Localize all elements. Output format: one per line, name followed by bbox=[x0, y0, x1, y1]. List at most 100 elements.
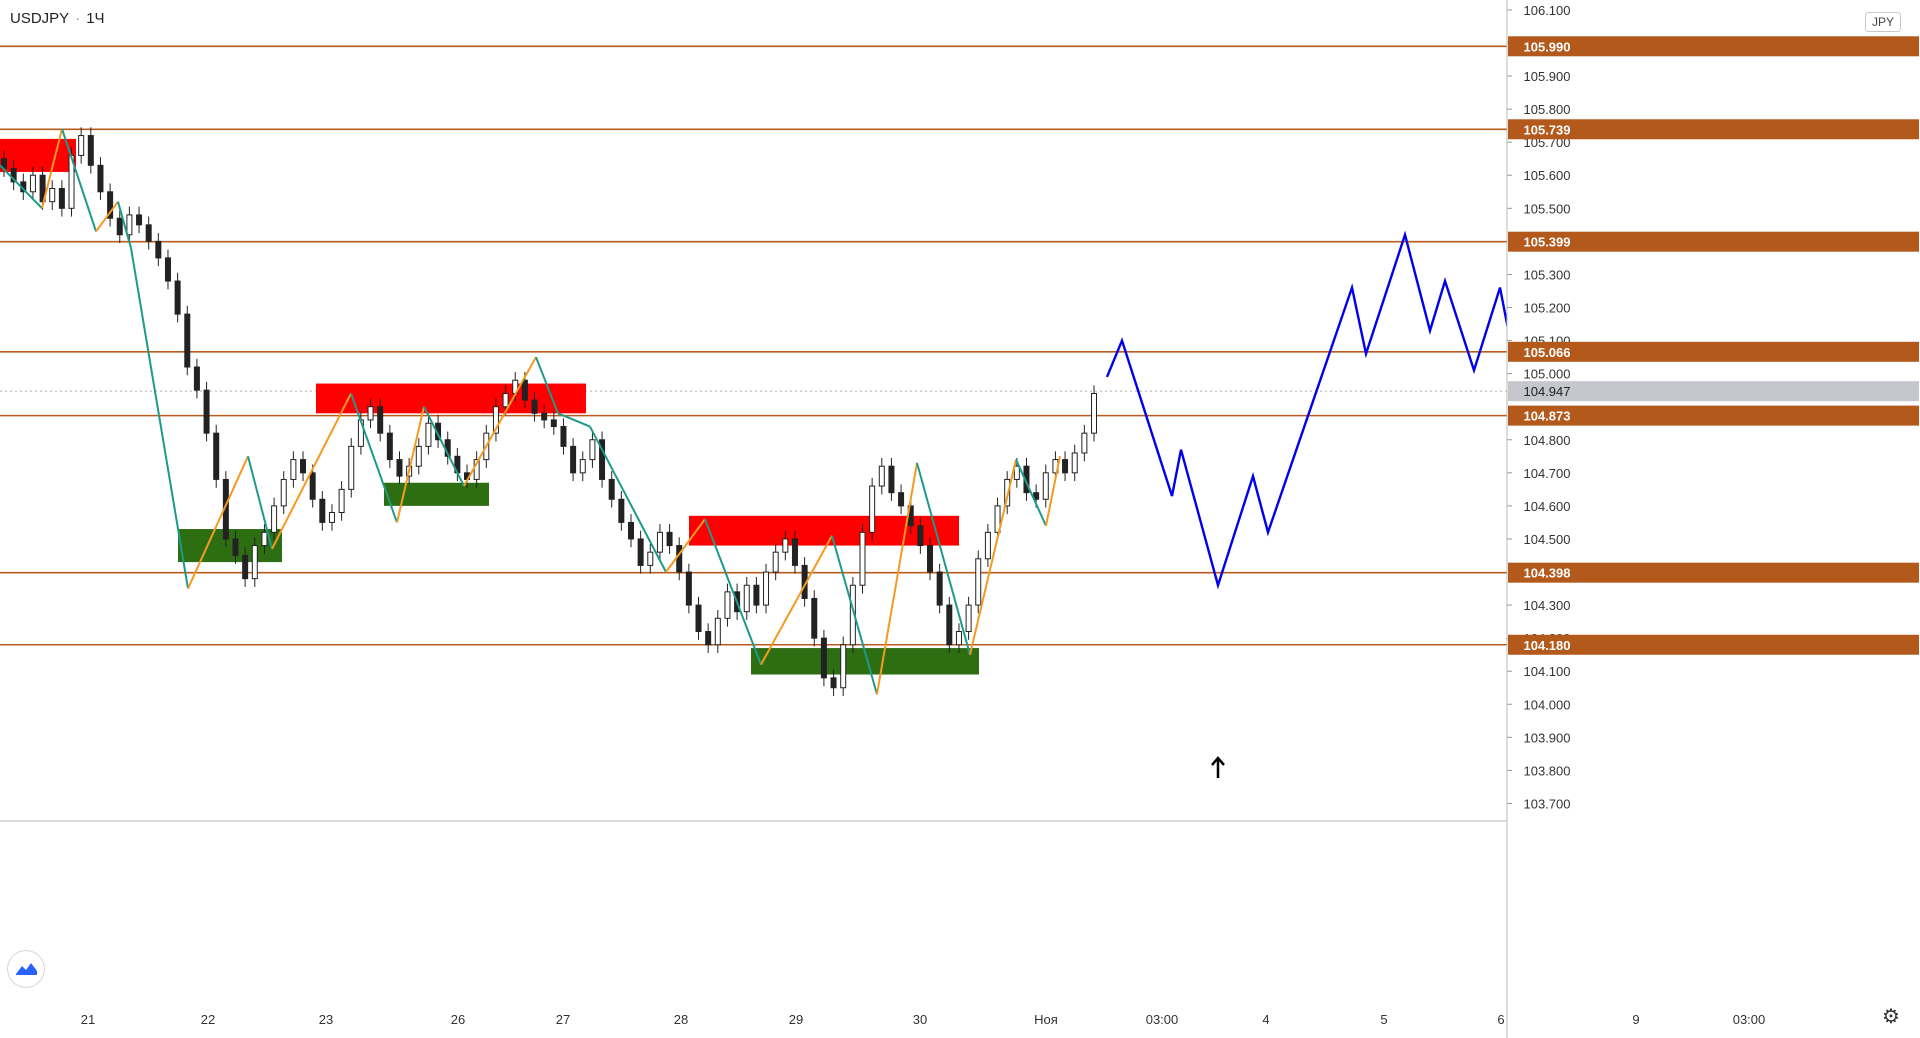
candle-body bbox=[647, 551, 654, 566]
time-tick-label: 9 bbox=[1632, 1012, 1639, 1027]
price-tick-label: 105.800 bbox=[1524, 102, 1571, 117]
zigzag-segment bbox=[350, 393, 398, 523]
candle-body bbox=[599, 439, 606, 480]
candle-body bbox=[936, 571, 943, 606]
header-separator: · bbox=[75, 10, 81, 27]
zigzag-segment bbox=[535, 356, 559, 414]
price-tick-label: 104.600 bbox=[1524, 499, 1571, 514]
arrow-up-icon bbox=[1211, 756, 1225, 778]
candle-body bbox=[811, 597, 818, 639]
candle-body bbox=[705, 631, 712, 646]
time-axis[interactable]: 21 22 23 26 27 28 29 30 Ноя 03:00 4 5 6 9 03:00 bbox=[0, 820, 1766, 1027]
candle-body bbox=[541, 412, 548, 421]
time-tick-label: 4 bbox=[1262, 1012, 1269, 1027]
candle-body bbox=[994, 505, 1001, 533]
candle-body bbox=[869, 485, 876, 533]
price-tick-label: 105.000 bbox=[1524, 367, 1571, 382]
price-level-badge bbox=[1508, 562, 1919, 583]
candle-body bbox=[975, 558, 982, 606]
price-level-badge bbox=[1508, 119, 1919, 140]
time-tick-label: 03:00 bbox=[1146, 1012, 1179, 1027]
price-axis[interactable]: 106.100106.000105.900105.800105.700105.6… bbox=[1506, 0, 1920, 1038]
candle-body bbox=[560, 426, 567, 447]
zigzag-segment bbox=[41, 128, 63, 209]
candle-body bbox=[772, 551, 779, 573]
zigzag-segment bbox=[130, 247, 189, 589]
candle-body bbox=[859, 531, 866, 586]
candle-body bbox=[126, 214, 133, 236]
candle-body bbox=[627, 521, 634, 540]
candle-body bbox=[155, 240, 162, 259]
candle-body bbox=[878, 465, 885, 487]
candle-body bbox=[714, 617, 721, 646]
price-level-label: 105.990 bbox=[1524, 39, 1571, 54]
candle-body bbox=[271, 505, 278, 533]
candle-body bbox=[888, 465, 895, 494]
interval-label[interactable]: 1Ч bbox=[86, 10, 105, 27]
price-tick-label: 104.000 bbox=[1524, 697, 1571, 712]
zigzag-segment bbox=[916, 462, 971, 655]
candle-body bbox=[386, 432, 393, 461]
current-price-badge bbox=[1508, 381, 1919, 402]
candle-body bbox=[1062, 459, 1069, 474]
candle-body bbox=[492, 406, 499, 434]
price-tick-label: 104.500 bbox=[1524, 532, 1571, 547]
time-tick-label: 22 bbox=[201, 1012, 215, 1027]
candle-body bbox=[107, 191, 114, 219]
candle-body bbox=[676, 545, 683, 573]
candle-body bbox=[58, 187, 65, 209]
zigzag-segment bbox=[557, 412, 591, 428]
supply-zone bbox=[689, 515, 959, 546]
candle-body bbox=[261, 531, 268, 547]
candle-body bbox=[97, 164, 104, 193]
zigzag-segment bbox=[876, 462, 918, 695]
zigzag-segment bbox=[187, 455, 249, 589]
zigzag-segment bbox=[969, 459, 1017, 655]
candle-body bbox=[1071, 452, 1078, 474]
candle-body bbox=[656, 531, 663, 553]
time-tick-label: 6 bbox=[1497, 1012, 1504, 1027]
candle-body bbox=[396, 459, 403, 477]
time-tick-label: 03:00 bbox=[1733, 1012, 1766, 1027]
zigzag-segment bbox=[0, 164, 43, 210]
zigzag-segment bbox=[423, 406, 465, 487]
candle-body bbox=[425, 422, 432, 447]
candle-body bbox=[695, 604, 702, 633]
price-level-label: 105.739 bbox=[1524, 122, 1571, 137]
zigzag-segment bbox=[247, 456, 273, 550]
candle-body bbox=[946, 604, 953, 646]
candle-body bbox=[550, 419, 557, 428]
candle-body bbox=[367, 406, 374, 421]
price-tick-label: 104.800 bbox=[1524, 433, 1571, 448]
candle-body bbox=[917, 525, 924, 547]
currency-badge[interactable]: JPY bbox=[1865, 12, 1901, 32]
candle-body bbox=[782, 538, 789, 553]
price-level-badge bbox=[1508, 341, 1919, 362]
zones bbox=[0, 138, 979, 675]
candle-body bbox=[232, 538, 239, 556]
candle-body bbox=[898, 492, 905, 507]
candle-body bbox=[328, 512, 335, 523]
candle-body bbox=[377, 406, 384, 434]
tradingview-logo[interactable] bbox=[8, 951, 44, 987]
candle-body bbox=[685, 571, 692, 606]
symbol-label[interactable]: USDJPY bbox=[10, 10, 70, 27]
candle-body bbox=[415, 445, 422, 467]
zigzag-segment bbox=[463, 356, 537, 487]
candle-body bbox=[116, 217, 123, 236]
candle-body bbox=[666, 531, 673, 547]
gear-icon[interactable]: ⚙ bbox=[1882, 1006, 1900, 1028]
candle-body bbox=[570, 445, 577, 474]
zigzag-segment bbox=[396, 406, 425, 523]
candle-body bbox=[1091, 392, 1097, 434]
price-tick-label: 103.800 bbox=[1524, 763, 1571, 778]
zigzag-segment bbox=[61, 128, 97, 232]
zigzag-segment bbox=[704, 518, 762, 665]
zigzag-segment bbox=[665, 518, 706, 573]
candle-body bbox=[830, 677, 837, 689]
price-tick-label: 104.100 bbox=[1524, 664, 1571, 679]
candle-body bbox=[1081, 432, 1088, 454]
time-tick-label: 27 bbox=[556, 1012, 570, 1027]
price-tick-label: 105.500 bbox=[1524, 201, 1571, 216]
